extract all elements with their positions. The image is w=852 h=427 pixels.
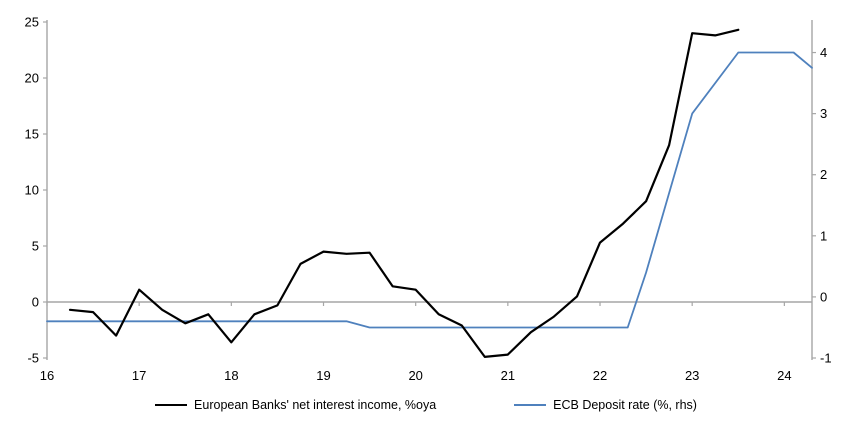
black-line-swatch-icon <box>155 404 188 406</box>
right-axis-tick-label: -1 <box>820 351 832 366</box>
x-axis-tick-label: 20 <box>408 368 422 383</box>
right-axis-tick-label: 2 <box>820 167 827 182</box>
x-axis-tick-label: 21 <box>501 368 515 383</box>
legend-label-net-interest-income: European Banks' net interest income, %oy… <box>194 398 437 412</box>
legend-label-ecb-deposit-rate: ECB Deposit rate (%, rhs) <box>553 398 697 412</box>
x-axis-tick-label: 22 <box>593 368 607 383</box>
right-axis-tick-label: 3 <box>820 106 827 121</box>
x-axis-tick-label: 16 <box>40 368 54 383</box>
legend-item-ecb-deposit-rate: ECB Deposit rate (%, rhs) <box>514 398 697 412</box>
x-axis-tick-label: 24 <box>777 368 791 383</box>
x-axis-tick-label: 23 <box>685 368 699 383</box>
right-axis-tick-label: 1 <box>820 228 827 243</box>
series-line-ecb-deposit-rate <box>46 51 813 329</box>
left-axis-tick-label: 15 <box>25 127 39 142</box>
right-axis-tick-label: 4 <box>820 45 827 60</box>
x-axis-tick-label: 18 <box>224 368 238 383</box>
legend-item-net-interest-income: European Banks' net interest income, %oy… <box>155 398 436 412</box>
left-axis-tick-label: 0 <box>32 295 39 310</box>
x-axis-tick-label: 17 <box>132 368 146 383</box>
left-axis-tick-label: 20 <box>25 71 39 86</box>
left-axis-tick-label: 10 <box>25 183 39 198</box>
chart-legend: European Banks' net interest income, %oy… <box>0 392 852 418</box>
series-line-net-interest-income <box>68 28 740 358</box>
left-axis-tick-label: 25 <box>25 15 39 30</box>
x-axis-tick-label: 19 <box>316 368 330 383</box>
blue-line-swatch-icon <box>514 404 547 406</box>
left-axis-tick-label: -5 <box>27 351 39 366</box>
left-axis-tick-label: 5 <box>32 239 39 254</box>
right-axis-tick-label: 0 <box>820 289 827 304</box>
